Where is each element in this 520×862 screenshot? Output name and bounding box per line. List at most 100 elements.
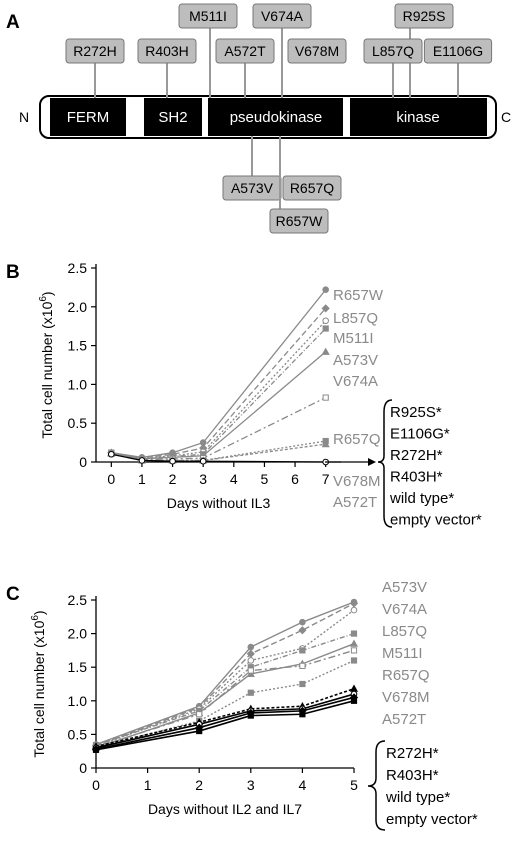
panel-b-x-tick-label: 0 (107, 471, 115, 487)
panel-b-data-point (321, 439, 330, 448)
panel-c-data-point (247, 689, 254, 696)
panel-c-data-point (299, 662, 306, 669)
mutation-tag-r657q (282, 175, 342, 201)
panel-c-series-line-m511i (95, 632, 355, 746)
chart-panel-b: 0 0.5 1.0 1.5 2.0 2.5 0 1 2 3 4 5 6 7 Days without IL3… (38, 260, 482, 529)
panel-b-series-label-r657w: R657W (333, 287, 384, 304)
panel-c-series-label-wild-type: wild type* (385, 789, 450, 806)
panel-b-legend-brace (377, 399, 393, 528)
domain-label-ferm: FERM (67, 109, 110, 126)
mutation-label-a572t: A572T (224, 43, 266, 59)
panel-b-series-label-m511i: M511I (333, 330, 374, 347)
panel-c-y-tick-label: 1.0 (68, 693, 88, 709)
panel-c-data-point (299, 711, 306, 718)
panel-c-y-tick-label: 0.5 (68, 726, 88, 742)
panel-c-data-point (247, 667, 254, 674)
mutation-tag-e1106g (423, 38, 493, 64)
panel-b-data-point (138, 457, 146, 464)
panel-c-data-point (349, 684, 359, 692)
panel-c-series-line-r272h (95, 687, 355, 748)
panel-b-legend-item-wild-type: wild type* (389, 490, 454, 507)
panel-label-c: C (6, 584, 20, 605)
panel-b-arrowhead (368, 458, 376, 466)
panel-b-x-tick-label: 1 (138, 471, 146, 487)
domain-label-kinase: kinase (396, 109, 439, 126)
panel-c-data-point (350, 697, 358, 704)
panel-b-legend-item-r925s: R925S* (390, 404, 442, 421)
panel-c-series-label-r657q: R657Q (382, 667, 430, 684)
panel-c-x-tick-label: 0 (92, 777, 100, 793)
panel-b-series-line-v674a (111, 351, 327, 460)
panel-b-y-tick-label: 0 (79, 454, 87, 470)
mutation-label-a573v: A573V (231, 180, 274, 196)
panel-c-series-label-v678m: V678M (382, 689, 430, 706)
panel-c-data-point (299, 618, 306, 626)
panel-c-x-tick-label: 3 (247, 777, 255, 793)
mutation-tag-m511i (178, 3, 238, 29)
domain-label-pseudokinase: pseudokinase (230, 109, 323, 126)
panel-b-x-tick-label: 6 (291, 471, 299, 487)
panel-c-x-tick-label: 5 (350, 777, 358, 793)
domain-kinase (350, 98, 487, 136)
panel-b-data-point (321, 304, 330, 313)
panel-b-series-label-v678m: V678M (333, 473, 381, 490)
panel-c-series-line-l857q (95, 609, 355, 748)
panel-b-data-point (322, 317, 329, 325)
panel-b-data-point (322, 286, 329, 294)
mutation-label-e1106g: E1106G (433, 43, 483, 59)
panel-c-data-point (299, 647, 306, 654)
panel-c-y-axis-label: Total cell number (x106) (30, 610, 47, 757)
panel-b-x-tick-label: 2 (169, 471, 177, 487)
panel-c-data-point (247, 643, 255, 651)
mutation-tag-v674a (252, 3, 312, 29)
mutation-tag-v678m (287, 38, 347, 64)
panel-b-y-axis-label: Total cell number (x106) (38, 291, 55, 438)
panel-c-y-tick-label: 2.0 (68, 626, 88, 642)
panel-b-data-point (322, 394, 329, 401)
mutation-label-m511i: M511I (189, 8, 227, 24)
mutation-tag-a572t (215, 38, 275, 64)
panel-c-data-point (247, 712, 254, 719)
panel-c-data-point (298, 626, 307, 635)
panel-b-series-label-r657q: R657Q (333, 431, 381, 448)
panel-b-x-tick-label: 3 (199, 471, 207, 487)
panel-c-data-point (247, 657, 255, 664)
panel-c-data-point (299, 680, 306, 688)
panel-c-data-point (349, 599, 359, 608)
panel-b-y-tick-label: 2.5 (68, 260, 88, 276)
panel-c-data-point (246, 649, 255, 658)
panel-b-series-line-m511i (111, 320, 327, 459)
panel-c-data-point (350, 647, 358, 654)
mutation-tag-l857q (363, 38, 423, 64)
panel-c-data-point (349, 639, 359, 647)
panel-b-series-label-a572t: A572T (333, 494, 377, 511)
domain-ferm (50, 98, 126, 136)
domain-pseudokinase (208, 98, 343, 136)
mutation-label-l857q: L857Q (372, 43, 414, 59)
panel-b-series-label-a573v: A573V (333, 352, 378, 369)
panel-c-series-line-v674a (95, 602, 355, 747)
panel-c-y-tick-label: 2.5 (68, 592, 88, 608)
panel-c-y-tick-label: 0 (79, 760, 87, 776)
panel-c-data-point (350, 606, 358, 614)
panel-b-y-tick-label: 1.0 (68, 376, 88, 392)
panel-c-data-point (196, 711, 203, 718)
panel-b-y-tick-label: 1.5 (68, 338, 88, 354)
panel-c-series-label-a572t: A572T (382, 711, 426, 728)
panel-c-x-axis-label: Days without IL2 and IL7 (148, 801, 302, 817)
chart-panel-c: 0 0.5 1.0 1.5 2.0 2.5 0 1 2 3 4 5 Days without IL2 a… (30, 579, 478, 831)
mutation-label-r657w: R657W (276, 213, 323, 229)
panel-b-x-tick-label: 7 (322, 471, 330, 487)
panel-c-series-label-r272h: R272H* (386, 745, 439, 762)
panel-c-legend-brace (367, 740, 386, 831)
panel-b-legend-item-empty-vector: empty vector* (390, 512, 482, 529)
panel-c-y-tick-label: 1.5 (68, 659, 88, 675)
panel-b-legend-item-r403h: R403H* (390, 469, 443, 486)
mutation-tag-r272h (65, 38, 125, 64)
panel-b-series-line-r657q (111, 397, 326, 461)
panel-b-x-axis-label: Days without IL3 (167, 495, 271, 511)
panel-b-y-tick-label: 0.5 (68, 415, 88, 431)
panel-c-series-label-r403h: R403H* (386, 767, 439, 784)
domain-sh2 (144, 98, 202, 136)
